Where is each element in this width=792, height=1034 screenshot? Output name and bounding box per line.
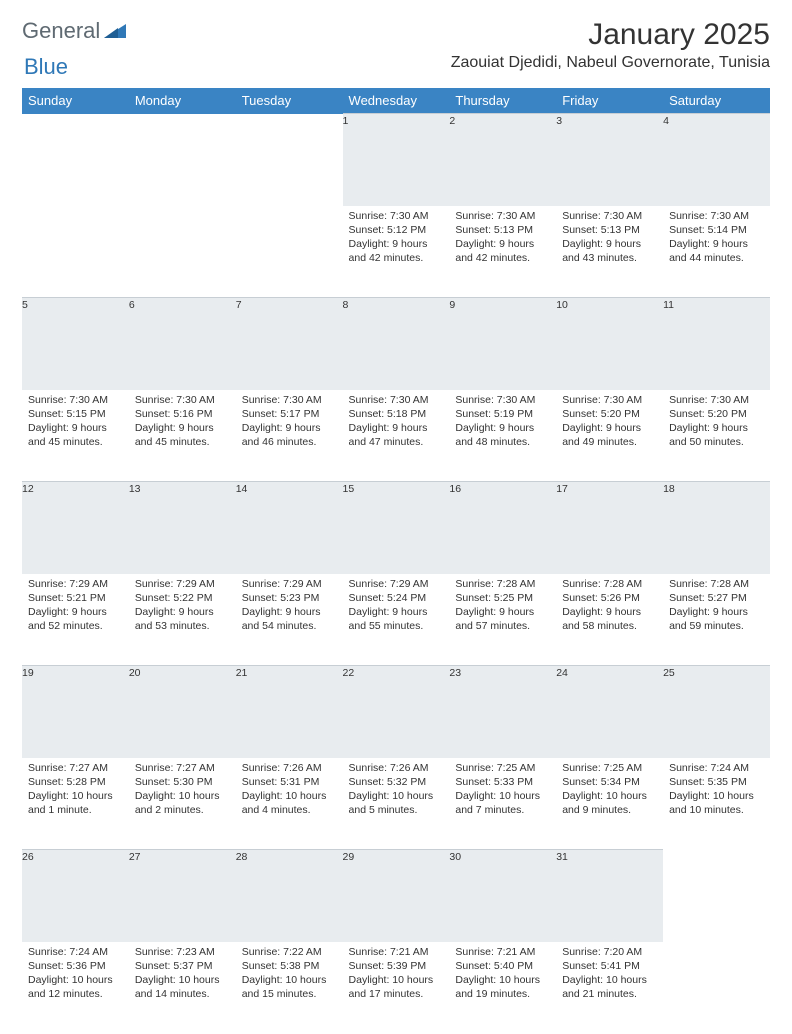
week-row: Sunrise: 7:29 AMSunset: 5:21 PMDaylight:…	[22, 574, 770, 666]
day-body-cell: Sunrise: 7:30 AMSunset: 5:20 PMDaylight:…	[556, 390, 663, 482]
day-number-cell: 2	[449, 114, 556, 206]
logo-text-general: General	[22, 18, 100, 44]
day-number-cell: 24	[556, 666, 663, 758]
day-body-cell: Sunrise: 7:30 AMSunset: 5:18 PMDaylight:…	[343, 390, 450, 482]
day-number-cell: 10	[556, 298, 663, 390]
day-body-cell: Sunrise: 7:30 AMSunset: 5:20 PMDaylight:…	[663, 390, 770, 482]
day-body-cell: Sunrise: 7:25 AMSunset: 5:34 PMDaylight:…	[556, 758, 663, 850]
day-body-cell: Sunrise: 7:30 AMSunset: 5:13 PMDaylight:…	[556, 206, 663, 298]
day-body-cell: Sunrise: 7:27 AMSunset: 5:30 PMDaylight:…	[129, 758, 236, 850]
day-body-cell: Sunrise: 7:20 AMSunset: 5:41 PMDaylight:…	[556, 942, 663, 1034]
location: Zaouiat Djedidi, Nabeul Governorate, Tun…	[451, 54, 770, 72]
daynum-row: 262728293031	[22, 850, 770, 942]
week-row: Sunrise: 7:30 AMSunset: 5:15 PMDaylight:…	[22, 390, 770, 482]
week-row: Sunrise: 7:30 AMSunset: 5:12 PMDaylight:…	[22, 206, 770, 298]
day-number-cell: 7	[236, 298, 343, 390]
day-number-cell: 11	[663, 298, 770, 390]
day-number-cell: 5	[22, 298, 129, 390]
day-header: Sunday	[22, 88, 129, 114]
day-body-cell: Sunrise: 7:29 AMSunset: 5:24 PMDaylight:…	[343, 574, 450, 666]
day-number-cell: 22	[343, 666, 450, 758]
day-body-cell: Sunrise: 7:26 AMSunset: 5:31 PMDaylight:…	[236, 758, 343, 850]
month-title: January 2025	[451, 18, 770, 52]
day-body-cell: Sunrise: 7:21 AMSunset: 5:39 PMDaylight:…	[343, 942, 450, 1034]
day-body-cell: Sunrise: 7:30 AMSunset: 5:17 PMDaylight:…	[236, 390, 343, 482]
day-number-cell: 28	[236, 850, 343, 942]
day-body-cell: Sunrise: 7:23 AMSunset: 5:37 PMDaylight:…	[129, 942, 236, 1034]
day-header: Monday	[129, 88, 236, 114]
day-header-row: SundayMondayTuesdayWednesdayThursdayFrid…	[22, 88, 770, 114]
day-number-cell: 14	[236, 482, 343, 574]
day-number-cell	[129, 114, 236, 206]
day-header: Thursday	[449, 88, 556, 114]
daynum-row: 1234	[22, 114, 770, 206]
day-body-cell: Sunrise: 7:30 AMSunset: 5:14 PMDaylight:…	[663, 206, 770, 298]
day-body-cell: Sunrise: 7:26 AMSunset: 5:32 PMDaylight:…	[343, 758, 450, 850]
day-body-cell	[236, 206, 343, 298]
day-number-cell: 19	[22, 666, 129, 758]
week-row: Sunrise: 7:27 AMSunset: 5:28 PMDaylight:…	[22, 758, 770, 850]
day-number-cell: 6	[129, 298, 236, 390]
day-body-cell	[663, 942, 770, 1034]
day-body-cell: Sunrise: 7:24 AMSunset: 5:36 PMDaylight:…	[22, 942, 129, 1034]
day-number-cell: 15	[343, 482, 450, 574]
day-number-cell: 31	[556, 850, 663, 942]
day-number-cell	[663, 850, 770, 942]
day-number-cell: 26	[22, 850, 129, 942]
day-body-cell: Sunrise: 7:30 AMSunset: 5:19 PMDaylight:…	[449, 390, 556, 482]
day-number-cell	[236, 114, 343, 206]
day-header: Wednesday	[343, 88, 450, 114]
day-body-cell: Sunrise: 7:21 AMSunset: 5:40 PMDaylight:…	[449, 942, 556, 1034]
day-header: Friday	[556, 88, 663, 114]
day-body-cell: Sunrise: 7:25 AMSunset: 5:33 PMDaylight:…	[449, 758, 556, 850]
day-body-cell: Sunrise: 7:29 AMSunset: 5:22 PMDaylight:…	[129, 574, 236, 666]
daynum-row: 19202122232425	[22, 666, 770, 758]
day-number-cell: 20	[129, 666, 236, 758]
day-number-cell: 21	[236, 666, 343, 758]
day-number-cell: 23	[449, 666, 556, 758]
day-number-cell: 4	[663, 114, 770, 206]
day-body-cell	[22, 206, 129, 298]
logo: General	[22, 18, 126, 44]
daynum-row: 567891011	[22, 298, 770, 390]
day-number-cell: 29	[343, 850, 450, 942]
day-number-cell: 25	[663, 666, 770, 758]
day-number-cell: 16	[449, 482, 556, 574]
day-body-cell: Sunrise: 7:30 AMSunset: 5:15 PMDaylight:…	[22, 390, 129, 482]
day-number-cell: 8	[343, 298, 450, 390]
day-body-cell: Sunrise: 7:28 AMSunset: 5:27 PMDaylight:…	[663, 574, 770, 666]
day-body-cell: Sunrise: 7:30 AMSunset: 5:16 PMDaylight:…	[129, 390, 236, 482]
day-header: Tuesday	[236, 88, 343, 114]
day-header: Saturday	[663, 88, 770, 114]
day-body-cell: Sunrise: 7:29 AMSunset: 5:21 PMDaylight:…	[22, 574, 129, 666]
day-number-cell: 12	[22, 482, 129, 574]
day-number-cell: 27	[129, 850, 236, 942]
calendar-table: SundayMondayTuesdayWednesdayThursdayFrid…	[22, 88, 770, 1034]
day-body-cell: Sunrise: 7:30 AMSunset: 5:12 PMDaylight:…	[343, 206, 450, 298]
day-number-cell: 17	[556, 482, 663, 574]
day-number-cell: 13	[129, 482, 236, 574]
title-block: January 2025 Zaouiat Djedidi, Nabeul Gov…	[451, 18, 770, 72]
day-body-cell: Sunrise: 7:30 AMSunset: 5:13 PMDaylight:…	[449, 206, 556, 298]
day-body-cell: Sunrise: 7:27 AMSunset: 5:28 PMDaylight:…	[22, 758, 129, 850]
day-number-cell: 9	[449, 298, 556, 390]
day-body-cell: Sunrise: 7:29 AMSunset: 5:23 PMDaylight:…	[236, 574, 343, 666]
day-body-cell: Sunrise: 7:28 AMSunset: 5:25 PMDaylight:…	[449, 574, 556, 666]
day-body-cell	[129, 206, 236, 298]
week-row: Sunrise: 7:24 AMSunset: 5:36 PMDaylight:…	[22, 942, 770, 1034]
day-body-cell: Sunrise: 7:24 AMSunset: 5:35 PMDaylight:…	[663, 758, 770, 850]
day-number-cell: 3	[556, 114, 663, 206]
day-body-cell: Sunrise: 7:28 AMSunset: 5:26 PMDaylight:…	[556, 574, 663, 666]
logo-text-blue: Blue	[24, 54, 68, 79]
daynum-row: 12131415161718	[22, 482, 770, 574]
day-number-cell: 18	[663, 482, 770, 574]
day-number-cell	[22, 114, 129, 206]
logo-triangle-icon	[104, 18, 126, 44]
day-number-cell: 1	[343, 114, 450, 206]
day-number-cell: 30	[449, 850, 556, 942]
day-body-cell: Sunrise: 7:22 AMSunset: 5:38 PMDaylight:…	[236, 942, 343, 1034]
